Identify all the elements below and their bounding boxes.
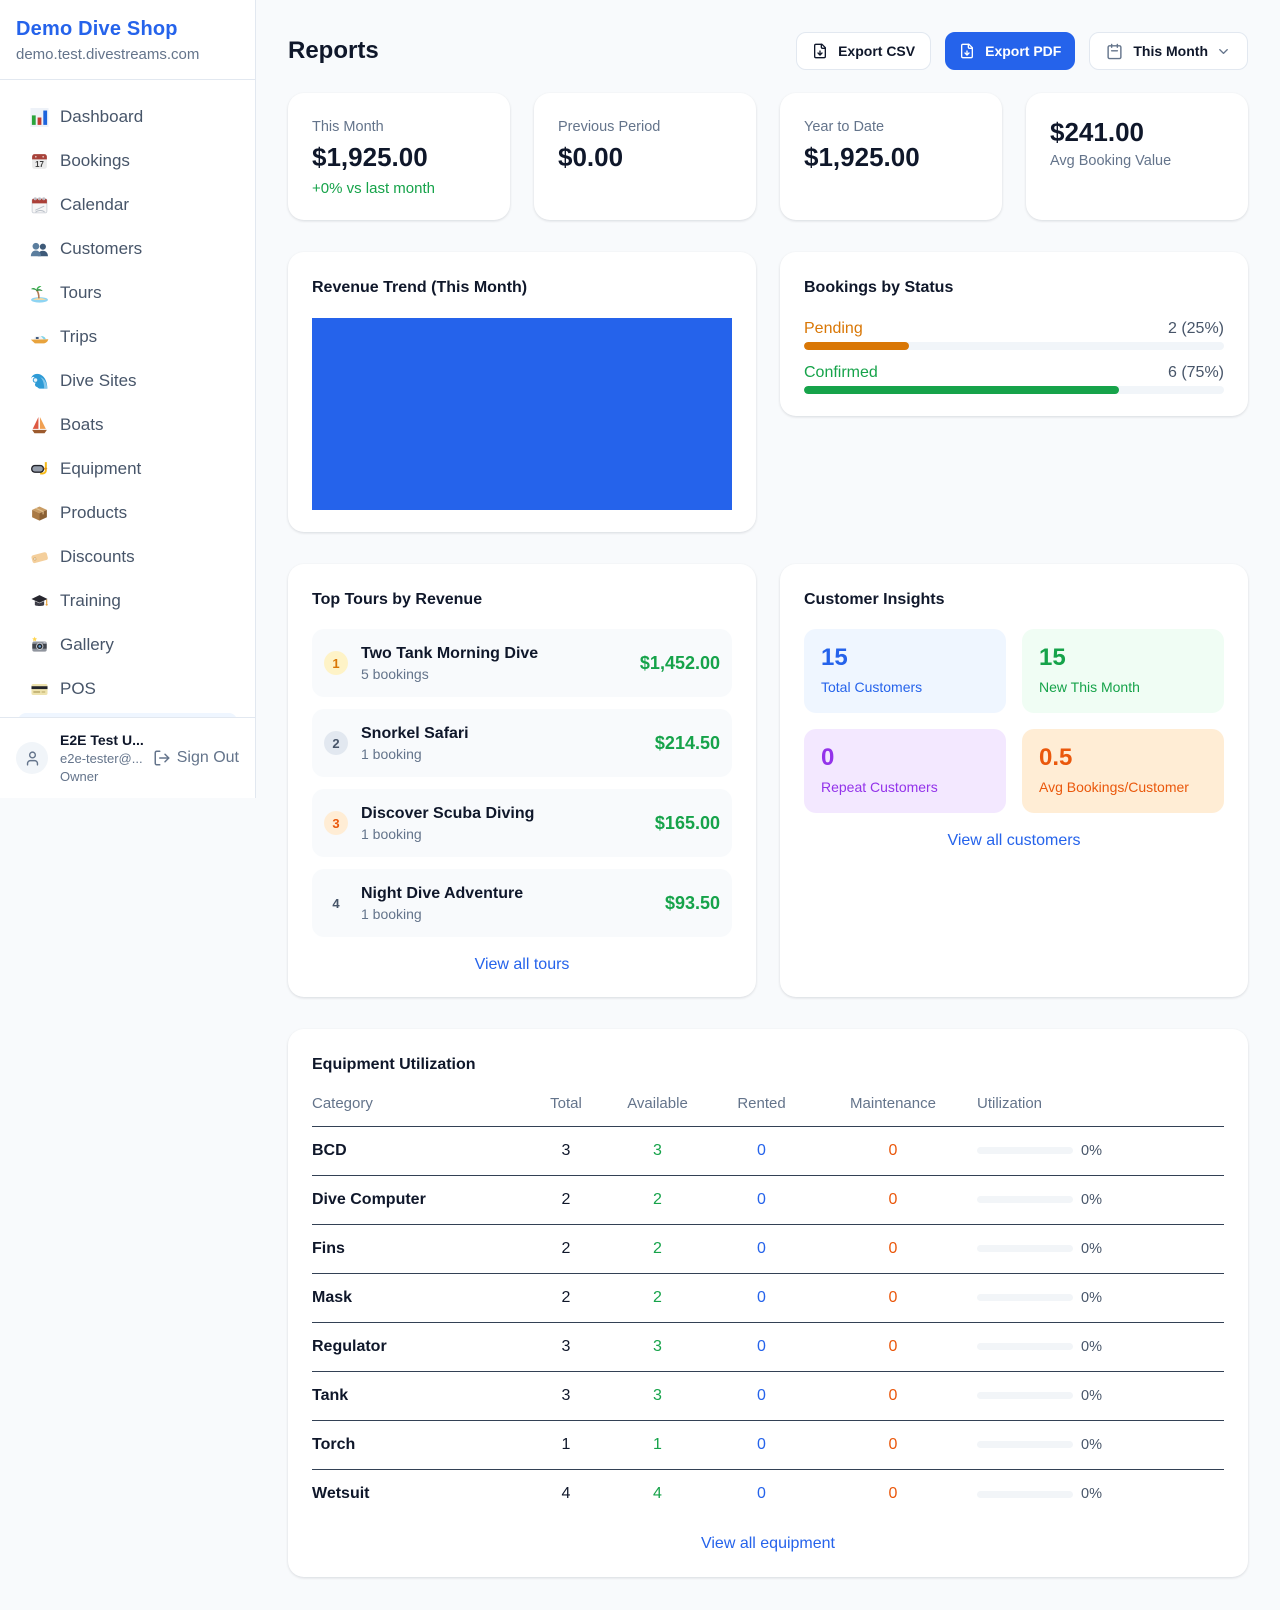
svg-text:17: 17: [35, 159, 44, 168]
